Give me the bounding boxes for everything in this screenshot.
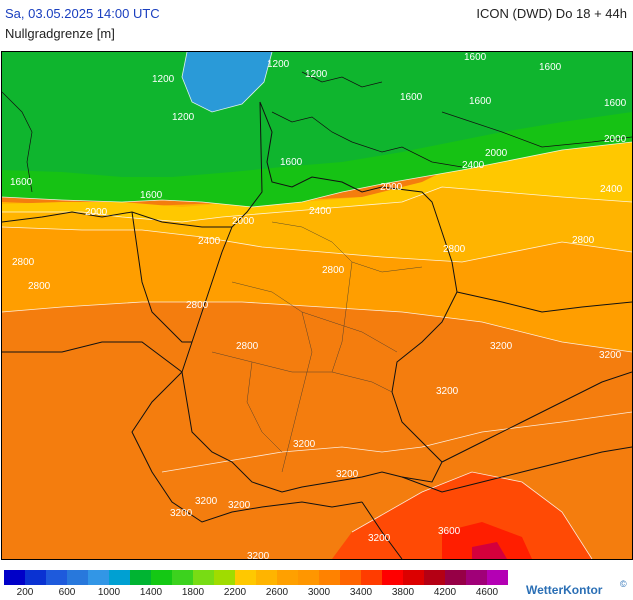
contour-label: 2800: [443, 244, 466, 255]
country-borders: [2, 101, 632, 559]
coastlines: [2, 71, 632, 193]
legend-swatch: [319, 570, 340, 585]
contour-label: 2800: [236, 341, 259, 352]
contour-label: 3200: [247, 551, 270, 559]
contour-label: 1600: [280, 157, 303, 168]
legend-swatch: [109, 570, 130, 585]
copyright-mark: ©: [620, 579, 627, 589]
germany-border: [181, 101, 458, 493]
contour-label: 2000: [380, 182, 403, 193]
field-4000: [442, 522, 532, 559]
parameter-label: Nullgradgrenze [m]: [5, 26, 115, 41]
contour-label: 1600: [400, 92, 423, 103]
legend-swatch: [277, 570, 298, 585]
wetterkontor-logo: WetterKontor: [526, 583, 603, 597]
freezing-level-map: 1200 1200 1200 1200 1600 1600 1600 1600 …: [2, 52, 632, 559]
legend-label: 1400: [139, 587, 163, 598]
contour-labels: 1200 1200 1200 1200 1600 1600 1600 1600 …: [10, 52, 627, 559]
contour-lines: [2, 52, 632, 559]
legend-swatch: [340, 570, 361, 585]
legend-swatch: [382, 570, 403, 585]
contour-label: 1600: [10, 177, 33, 188]
contour-label: 3200: [599, 350, 622, 361]
contour-label: 1600: [464, 52, 487, 63]
field-3600: [332, 472, 592, 559]
contour-label: 1200: [152, 74, 175, 85]
contour-label: 3200: [170, 508, 193, 519]
field-2000: [2, 132, 632, 222]
legend-swatch: [88, 570, 109, 585]
map-panel: 1200 1200 1200 1200 1600 1600 1600 1600 …: [1, 51, 633, 560]
field-1200: [182, 52, 272, 112]
color-fields: [2, 52, 632, 559]
legend-swatch: [361, 570, 382, 585]
contour-label: 2800: [572, 235, 595, 246]
field-4400: [472, 542, 507, 559]
legend-swatch: [46, 570, 67, 585]
legend-label: 1000: [97, 587, 121, 598]
legend-swatch: [235, 570, 256, 585]
legend-swatch: [67, 570, 88, 585]
contour-label: 2000: [85, 207, 108, 218]
contour-label: 3200: [228, 500, 251, 511]
legend-label: 200: [16, 587, 34, 598]
state-borders: [211, 221, 423, 473]
contour-label: 2400: [600, 184, 623, 195]
contour-label: 2000: [604, 134, 627, 145]
legend-label: 1800: [181, 587, 205, 598]
forecast-datetime: Sa, 03.05.2025 14:00 UTC: [5, 6, 160, 21]
field-1600: [2, 52, 632, 177]
contour-label: 1200: [172, 112, 195, 123]
legend-label: 3400: [349, 587, 373, 598]
legend-label: 2600: [265, 587, 289, 598]
legend-swatch: [424, 570, 445, 585]
contour-label: 2000: [485, 148, 508, 159]
legend-swatch: [193, 570, 214, 585]
color-legend: [4, 570, 508, 585]
legend-labels: 200 600 1000 1400 1800 2200 2600 3000 3400 3800 42…: [4, 587, 524, 599]
contour-label: 2800: [12, 257, 35, 268]
contour-label: 1600: [604, 98, 627, 109]
legend-swatch: [487, 570, 508, 585]
contour-label: 1600: [140, 190, 163, 201]
legend-swatch: [214, 570, 235, 585]
legend-swatch: [298, 570, 319, 585]
contour-label: 3200: [436, 386, 459, 397]
legend-swatch: [151, 570, 172, 585]
contour-label: 3200: [490, 341, 513, 352]
contour-label: 1600: [539, 62, 562, 73]
contour-label: 3200: [195, 496, 218, 507]
legend-label: 3800: [391, 587, 415, 598]
model-run-label: ICON (DWD) Do 18 + 44h: [476, 6, 627, 21]
legend-label: 4600: [475, 587, 499, 598]
legend-label: 3000: [307, 587, 331, 598]
contour-label: 1600: [469, 96, 492, 107]
contour-label: 2800: [28, 281, 51, 292]
contour-label: 2400: [309, 206, 332, 217]
contour-label: 2400: [462, 160, 485, 171]
contour-label: 2400: [198, 236, 221, 247]
legend-swatch: [256, 570, 277, 585]
legend-label: 600: [58, 587, 76, 598]
legend-swatch: [403, 570, 424, 585]
contour-label: 1200: [305, 69, 328, 80]
legend-swatch: [25, 570, 46, 585]
contour-label: 3600: [438, 526, 461, 537]
contour-label: 3200: [368, 533, 391, 544]
contour-label: 1200: [267, 59, 290, 70]
legend-swatch: [172, 570, 193, 585]
legend-swatch: [466, 570, 487, 585]
contour-label: 2800: [186, 300, 209, 311]
legend-label: 4200: [433, 587, 457, 598]
contour-label: 3200: [336, 469, 359, 480]
contour-label: 2000: [232, 216, 255, 227]
contour-label: 3200: [293, 439, 316, 450]
legend-label: 2200: [223, 587, 247, 598]
legend-swatch: [130, 570, 151, 585]
contour-label: 2800: [322, 265, 345, 276]
legend-swatch: [4, 570, 25, 585]
legend-swatch: [445, 570, 466, 585]
